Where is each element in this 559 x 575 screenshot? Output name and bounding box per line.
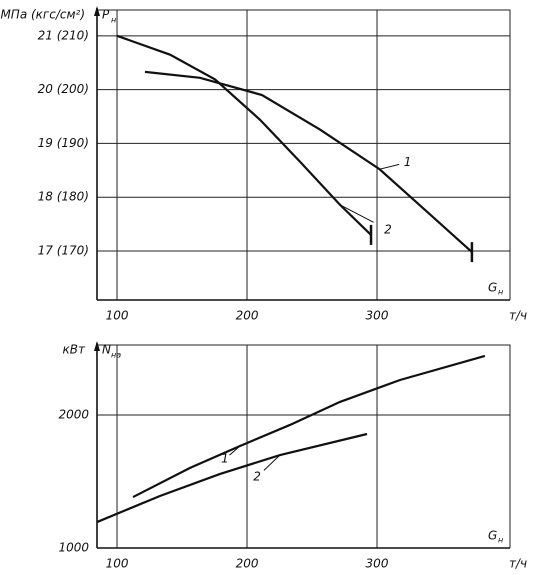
- y-axis-arrow: [94, 6, 100, 16]
- series-label: 2: [384, 222, 392, 236]
- x-label-sub: н: [498, 288, 503, 297]
- line-series: [96, 432, 368, 524]
- x-tick-label: 300: [366, 309, 389, 323]
- y-label: N: [102, 343, 111, 357]
- y-label: P: [102, 8, 110, 22]
- y-tick-label: 19 (190): [38, 136, 89, 150]
- x-label-sub: н: [498, 536, 503, 545]
- frame: [97, 344, 511, 548]
- y-tick-label: 20 (200): [38, 82, 89, 96]
- x-unit: т/ч: [509, 309, 527, 323]
- line-series: [132, 354, 486, 499]
- x-tick-label: 100: [106, 309, 129, 323]
- y-axis-arrow: [94, 341, 100, 351]
- label-leader: [263, 454, 281, 471]
- x-tick-label: 100: [106, 557, 129, 571]
- x-unit: т/ч: [509, 557, 527, 571]
- x-label: G: [488, 281, 497, 295]
- frame: [97, 9, 511, 300]
- x-tick-label: 200: [236, 557, 259, 571]
- y-label-sub: на: [111, 351, 121, 360]
- series-label: 2: [253, 470, 261, 484]
- series-label: 1: [221, 451, 229, 465]
- y-unit: МПа (кгс/см²): [0, 8, 85, 22]
- y-tick-label: 1000: [58, 541, 89, 555]
- y-tick-label: 18 (180): [38, 190, 89, 204]
- line-series: [116, 34, 372, 236]
- label-leader: [229, 445, 241, 456]
- y-unit: кВт: [63, 343, 86, 357]
- line-series: [144, 70, 473, 253]
- y-tick-label: 2000: [58, 407, 89, 421]
- y-tick-label: 21 (210): [38, 28, 89, 42]
- label-leader: [339, 204, 374, 223]
- x-label: G: [488, 529, 497, 543]
- x-tick-label: 200: [236, 309, 259, 323]
- series-label: 1: [404, 155, 412, 169]
- x-tick-label: 300: [366, 557, 389, 571]
- y-label-sub: н: [111, 16, 116, 25]
- label-leader: [379, 163, 400, 170]
- y-tick-label: 17 (170): [38, 244, 89, 258]
